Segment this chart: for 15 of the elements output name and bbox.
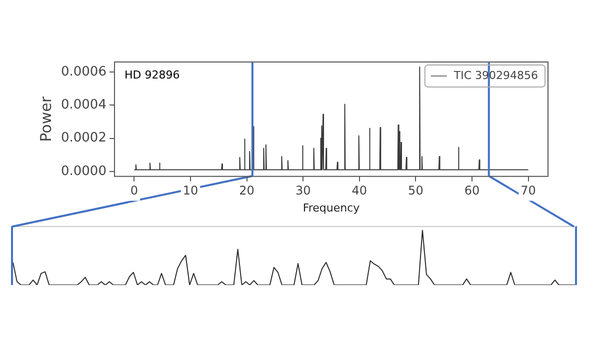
y-axis-title: Power — [36, 96, 55, 142]
y-tick-label: 0.0002 — [60, 130, 106, 146]
x-tick-label: 10 — [182, 184, 198, 198]
x-axis-title: Frequency — [302, 201, 360, 214]
x-tick-label: 70 — [520, 184, 536, 198]
x-tick-label: 30 — [295, 184, 311, 198]
y-tick-label: 0.0004 — [60, 97, 106, 112]
x-tick-label: 50 — [408, 184, 424, 198]
annotation: HD 92896 — [124, 68, 180, 82]
y-tick-label: 0.0006 — [60, 64, 106, 80]
x-tick-label: 40 — [352, 184, 368, 198]
y-tick-label: 0.0000 — [60, 164, 106, 179]
x-tick-label: 60 — [464, 184, 480, 198]
x-tick-label: 20 — [239, 184, 254, 198]
x-tick-label: 0 — [130, 184, 138, 198]
